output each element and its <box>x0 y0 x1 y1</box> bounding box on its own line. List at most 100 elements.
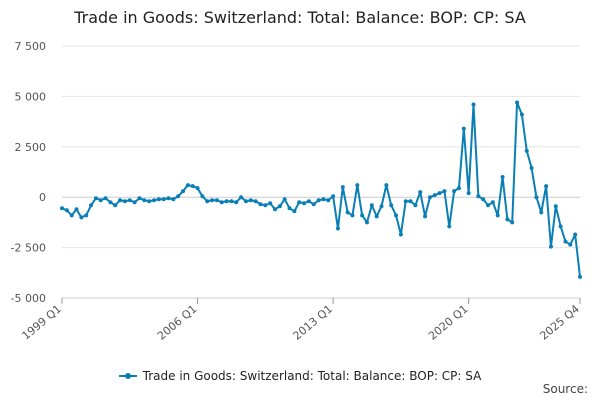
data-point[interactable] <box>471 102 476 107</box>
data-point[interactable] <box>171 197 176 202</box>
data-point[interactable] <box>534 195 539 200</box>
data-point[interactable] <box>93 196 98 201</box>
data-point[interactable] <box>524 148 529 153</box>
data-point[interactable] <box>331 194 336 199</box>
data-point[interactable] <box>258 202 263 207</box>
data-point[interactable] <box>519 112 524 117</box>
data-point[interactable] <box>108 200 113 205</box>
data-point[interactable] <box>432 193 437 198</box>
data-point[interactable] <box>277 204 282 209</box>
data-point[interactable] <box>306 199 311 204</box>
data-point[interactable] <box>166 196 171 201</box>
data-point[interactable] <box>544 184 549 189</box>
data-point[interactable] <box>476 194 481 199</box>
data-point[interactable] <box>442 189 447 194</box>
data-point[interactable] <box>137 196 142 201</box>
data-point[interactable] <box>461 126 466 131</box>
data-point[interactable] <box>505 217 510 222</box>
data-point[interactable] <box>413 203 418 208</box>
data-point[interactable] <box>452 189 457 194</box>
data-point[interactable] <box>510 220 515 225</box>
data-point[interactable] <box>60 206 64 211</box>
data-point[interactable] <box>268 201 273 206</box>
data-point[interactable] <box>161 197 166 202</box>
data-point[interactable] <box>297 200 302 205</box>
data-point[interactable] <box>248 198 253 203</box>
data-point[interactable] <box>398 232 403 237</box>
data-point[interactable] <box>79 215 84 220</box>
data-point[interactable] <box>515 100 520 105</box>
data-point[interactable] <box>243 199 248 204</box>
data-point[interactable] <box>103 196 108 201</box>
data-point[interactable] <box>282 197 287 202</box>
data-point[interactable] <box>495 213 500 218</box>
data-point[interactable] <box>418 190 423 195</box>
data-point[interactable] <box>578 274 582 279</box>
data-point[interactable] <box>113 203 118 208</box>
data-point[interactable] <box>340 185 345 190</box>
data-point[interactable] <box>573 232 578 237</box>
data-point[interactable] <box>500 175 505 180</box>
data-point[interactable] <box>253 199 258 204</box>
data-point[interactable] <box>302 201 307 206</box>
data-point[interactable] <box>200 194 205 199</box>
data-point[interactable] <box>568 242 573 247</box>
data-point[interactable] <box>147 199 152 204</box>
data-point[interactable] <box>379 204 384 209</box>
data-point[interactable] <box>374 214 379 219</box>
data-point[interactable] <box>345 210 350 215</box>
data-point[interactable] <box>326 198 331 203</box>
data-point[interactable] <box>195 186 200 191</box>
data-point[interactable] <box>481 197 486 202</box>
data-point[interactable] <box>234 200 239 205</box>
data-point[interactable] <box>369 203 374 208</box>
data-point[interactable] <box>224 199 229 204</box>
data-point[interactable] <box>64 208 69 213</box>
data-point[interactable] <box>427 195 432 200</box>
data-point[interactable] <box>447 224 452 229</box>
data-point[interactable] <box>360 213 365 218</box>
data-point[interactable] <box>263 203 268 208</box>
data-point[interactable] <box>486 203 491 208</box>
data-point[interactable] <box>239 195 244 200</box>
data-point[interactable] <box>529 165 534 170</box>
data-point[interactable] <box>403 199 408 204</box>
data-point[interactable] <box>273 207 278 212</box>
data-point[interactable] <box>548 244 553 249</box>
data-point[interactable] <box>219 200 224 205</box>
data-point[interactable] <box>316 198 321 203</box>
data-point[interactable] <box>321 197 326 202</box>
data-point[interactable] <box>84 213 89 218</box>
data-point[interactable] <box>181 189 186 194</box>
data-point[interactable] <box>335 226 340 231</box>
data-point[interactable] <box>423 214 428 219</box>
data-point[interactable] <box>539 210 544 215</box>
data-point[interactable] <box>214 198 219 203</box>
data-point[interactable] <box>384 183 389 188</box>
data-point[interactable] <box>229 199 234 204</box>
data-point[interactable] <box>389 203 394 208</box>
data-point[interactable] <box>205 199 210 204</box>
data-point[interactable] <box>156 197 161 202</box>
data-point[interactable] <box>190 184 195 189</box>
data-point[interactable] <box>466 191 471 196</box>
data-point[interactable] <box>122 199 127 204</box>
data-point[interactable] <box>98 198 103 203</box>
data-point[interactable] <box>69 213 74 218</box>
data-point[interactable] <box>127 198 132 203</box>
data-point[interactable] <box>287 206 292 211</box>
data-point[interactable] <box>74 207 79 212</box>
data-point[interactable] <box>394 213 399 218</box>
data-point[interactable] <box>132 200 137 205</box>
data-point[interactable] <box>142 198 147 203</box>
data-point[interactable] <box>355 183 360 188</box>
data-point[interactable] <box>118 198 123 203</box>
data-point[interactable] <box>558 224 563 229</box>
data-point[interactable] <box>553 204 558 209</box>
data-point[interactable] <box>437 191 442 196</box>
data-point[interactable] <box>89 203 94 208</box>
data-point[interactable] <box>456 186 461 191</box>
data-point[interactable] <box>311 202 316 207</box>
data-point[interactable] <box>563 239 568 244</box>
data-point[interactable] <box>176 194 181 199</box>
